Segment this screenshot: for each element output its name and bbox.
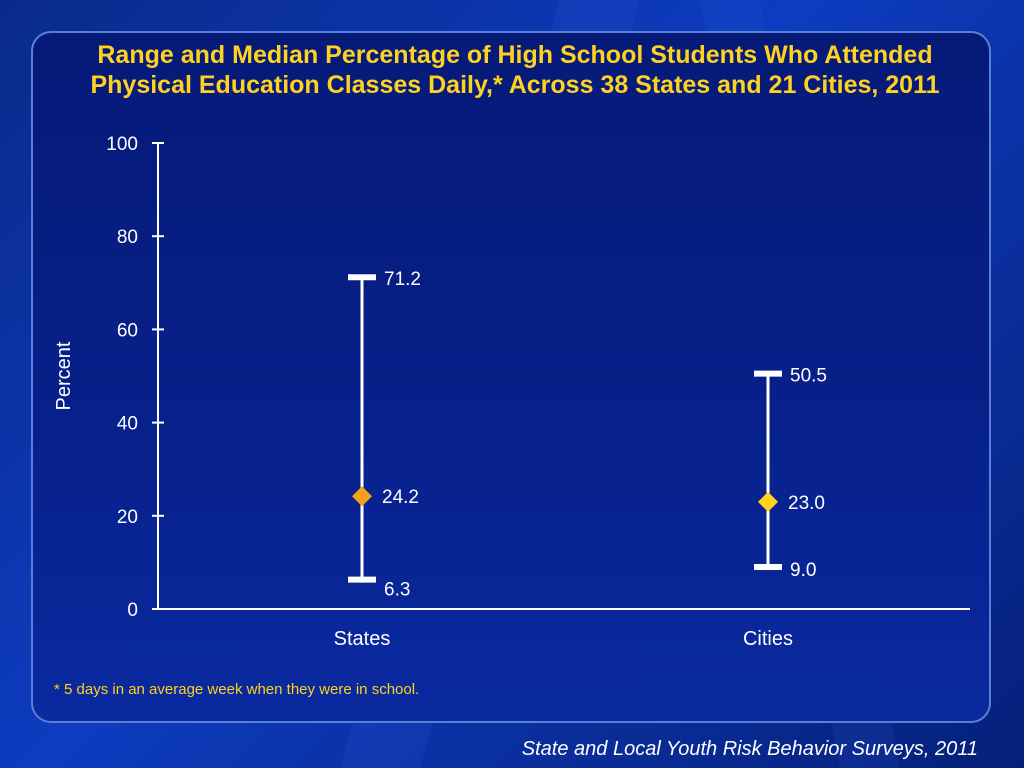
- min-label-cities: 9.0: [790, 560, 816, 581]
- y-tick-label: 0: [127, 600, 138, 621]
- footnote: * 5 days in an average week when they we…: [54, 681, 420, 698]
- max-label-cities: 50.5: [790, 366, 827, 387]
- y-tick-label: 40: [117, 414, 138, 435]
- median-label-cities: 23.0: [788, 493, 825, 514]
- x-tick-label-states: States: [334, 628, 391, 650]
- chart-title: Range and Median Percentage of High Scho…: [90, 41, 940, 99]
- median-label-states: 24.2: [382, 487, 419, 508]
- min-label-states: 6.3: [384, 580, 410, 601]
- source-citation: State and Local Youth Risk Behavior Surv…: [521, 738, 978, 760]
- max-label-states: 71.2: [384, 269, 421, 290]
- median-marker-states: [352, 486, 372, 507]
- y-tick-label: 20: [117, 507, 138, 528]
- y-axis-label: Percent: [53, 341, 75, 410]
- y-tick-label: 100: [106, 134, 138, 155]
- y-tick-label: 60: [117, 320, 138, 341]
- x-tick-label-cities: Cities: [743, 628, 793, 650]
- chart-panel: [31, 31, 991, 723]
- y-tick-label: 80: [117, 227, 138, 248]
- median-marker-cities: [758, 491, 778, 512]
